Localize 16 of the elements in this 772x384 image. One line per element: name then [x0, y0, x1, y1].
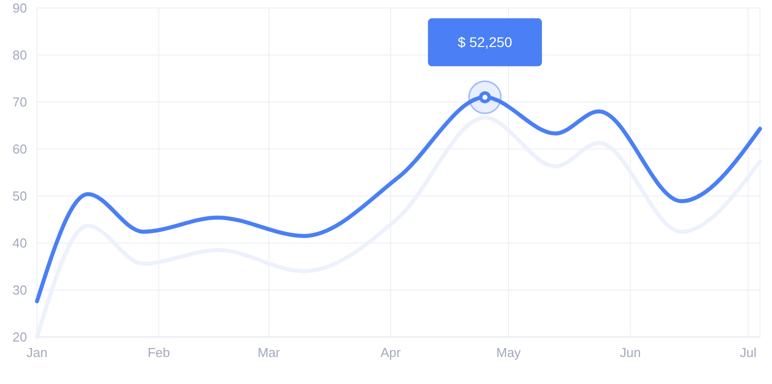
y-tick-label: 80	[12, 48, 27, 63]
x-tick-label: Feb	[148, 345, 170, 360]
x-tick-label: May	[496, 345, 522, 360]
y-tick-label: 40	[12, 236, 27, 251]
x-tick-label: Apr	[380, 345, 402, 360]
x-tick-label: Jun	[620, 345, 641, 360]
x-tick-label: Mar	[258, 345, 281, 360]
x-tick-label: Jan	[26, 345, 48, 360]
y-tick-label: 60	[12, 142, 27, 157]
annotation: $ 52,250	[458, 34, 512, 50]
x-tick-label: Jul	[740, 345, 757, 360]
y-tick-label: 20	[12, 330, 27, 345]
y-tick-label: 30	[12, 282, 27, 298]
y-tick-label: 50	[12, 188, 27, 204]
y-tick-label: 90	[12, 0, 27, 16]
y-tick-label: 70	[12, 94, 27, 110]
